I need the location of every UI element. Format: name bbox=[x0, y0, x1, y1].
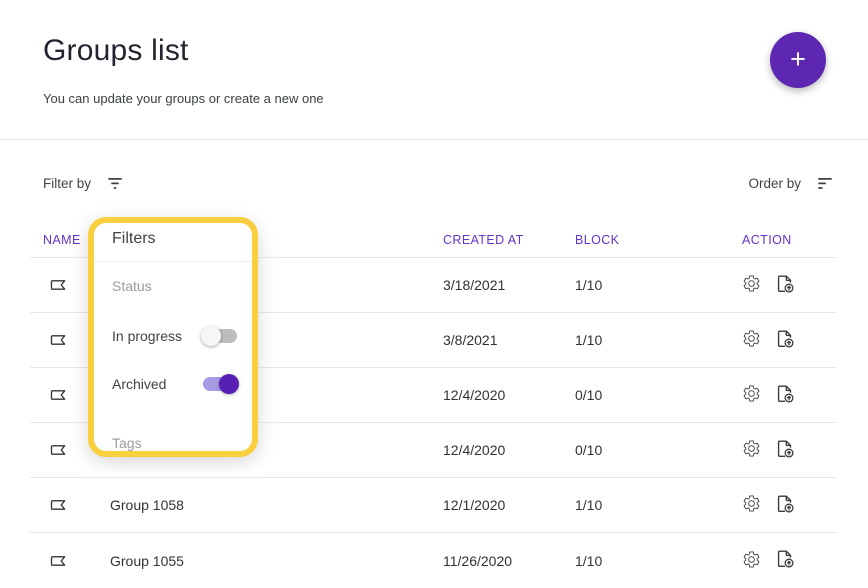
group-label-icon bbox=[43, 275, 110, 295]
table-row: 12/4/2020 0/10 bbox=[30, 423, 836, 478]
settings-button[interactable] bbox=[742, 494, 761, 516]
export-group-button[interactable] bbox=[774, 438, 796, 463]
archived-label: Archived bbox=[112, 376, 167, 392]
group-actions bbox=[742, 273, 836, 298]
groups-table: NAME CREATED AT BLOCK ACTION 3/18/2021 1… bbox=[30, 222, 836, 588]
column-header-created-at: CREATED AT bbox=[443, 232, 524, 247]
file-upload-icon bbox=[774, 273, 796, 298]
order-by-label: Order by bbox=[748, 175, 801, 191]
filter-toggle-row: Archived bbox=[112, 373, 239, 395]
gear-icon bbox=[742, 274, 761, 296]
group-block: 0/10 bbox=[575, 442, 603, 458]
settings-button[interactable] bbox=[742, 384, 761, 406]
gear-icon bbox=[742, 550, 761, 572]
group-label-icon bbox=[43, 440, 110, 460]
sort-lines-icon bbox=[815, 173, 835, 193]
group-created-at: 11/26/2020 bbox=[443, 552, 513, 569]
group-block: 1/10 bbox=[575, 497, 603, 513]
export-group-button[interactable] bbox=[774, 548, 796, 573]
export-group-button[interactable] bbox=[774, 383, 796, 408]
export-group-button[interactable] bbox=[774, 273, 796, 298]
group-created-at: 12/1/2020 bbox=[443, 497, 506, 513]
group-created-at: 3/8/2021 bbox=[443, 332, 498, 348]
settings-button[interactable] bbox=[742, 439, 761, 461]
settings-button[interactable] bbox=[742, 329, 761, 351]
table-body: 3/18/2021 1/10 bbox=[30, 258, 836, 588]
group-actions bbox=[742, 438, 836, 463]
status-section-label: Status bbox=[112, 278, 152, 294]
file-upload-icon bbox=[774, 383, 796, 408]
add-group-button[interactable]: + bbox=[770, 32, 826, 88]
page-header: Groups list You can update your groups o… bbox=[0, 0, 868, 140]
group-name: Group 1055 bbox=[110, 552, 184, 569]
page-subtitle: You can update your groups or create a n… bbox=[43, 91, 324, 106]
column-header-name: NAME bbox=[43, 232, 81, 247]
filters-popup: Filters Status In progress Archived Tags bbox=[88, 217, 258, 457]
toggle-knob bbox=[219, 374, 239, 394]
file-upload-icon bbox=[774, 438, 796, 463]
group-actions bbox=[742, 493, 836, 518]
gear-icon bbox=[742, 384, 761, 406]
group-block: 1/10 bbox=[575, 332, 603, 348]
toggle-knob bbox=[201, 326, 221, 346]
toolbar: Filter by Order by bbox=[43, 170, 835, 196]
in-progress-label: In progress bbox=[112, 328, 183, 344]
table-row: 12/4/2020 0/10 bbox=[30, 368, 836, 423]
file-upload-icon bbox=[774, 328, 796, 353]
popup-divider bbox=[94, 261, 252, 262]
gear-icon bbox=[742, 329, 761, 351]
file-upload-icon bbox=[774, 493, 796, 518]
table-header-row: NAME CREATED AT BLOCK ACTION bbox=[30, 222, 836, 258]
group-actions bbox=[742, 548, 836, 573]
group-block: 0/10 bbox=[575, 387, 603, 403]
export-group-button[interactable] bbox=[774, 493, 796, 518]
table-row: Group 1058 12/1/2020 1/10 bbox=[30, 478, 836, 533]
page-title: Groups list bbox=[43, 34, 189, 67]
settings-button[interactable] bbox=[742, 550, 761, 572]
group-block: 1/10 bbox=[575, 277, 603, 293]
plus-icon: + bbox=[790, 43, 806, 74]
filter-lines-icon bbox=[105, 173, 125, 193]
group-block: 1/10 bbox=[575, 552, 603, 569]
settings-button[interactable] bbox=[742, 274, 761, 296]
column-header-action: ACTION bbox=[742, 232, 792, 247]
group-label-icon bbox=[43, 385, 110, 405]
table-row: 3/8/2021 1/10 bbox=[30, 313, 836, 368]
archived-toggle[interactable] bbox=[203, 374, 239, 394]
order-by-control[interactable]: Order by bbox=[748, 173, 835, 193]
group-label-icon bbox=[43, 495, 110, 515]
tags-section-label: Tags bbox=[112, 435, 142, 451]
group-name: Group 1058 bbox=[110, 497, 184, 513]
filters-popup-title: Filters bbox=[112, 230, 156, 247]
file-upload-icon bbox=[774, 548, 796, 573]
group-actions bbox=[742, 328, 836, 353]
export-group-button[interactable] bbox=[774, 328, 796, 353]
filter-toggle-row: In progress bbox=[112, 325, 237, 347]
filter-by-label: Filter by bbox=[43, 175, 92, 191]
group-created-at: 12/4/2020 bbox=[443, 442, 506, 458]
table-row: Group 1055 11/26/2020 1/10 bbox=[30, 533, 836, 588]
gear-icon bbox=[742, 494, 761, 516]
group-created-at: 3/18/2021 bbox=[443, 277, 506, 293]
gear-icon bbox=[742, 439, 761, 461]
group-label-icon bbox=[43, 330, 110, 350]
filter-by-control[interactable]: Filter by bbox=[43, 173, 125, 193]
table-row: 3/18/2021 1/10 bbox=[30, 258, 836, 313]
column-header-block: BLOCK bbox=[575, 232, 620, 247]
in-progress-toggle[interactable] bbox=[201, 326, 237, 346]
group-actions bbox=[742, 383, 836, 408]
group-created-at: 12/4/2020 bbox=[443, 387, 506, 403]
group-label-icon bbox=[43, 551, 110, 571]
